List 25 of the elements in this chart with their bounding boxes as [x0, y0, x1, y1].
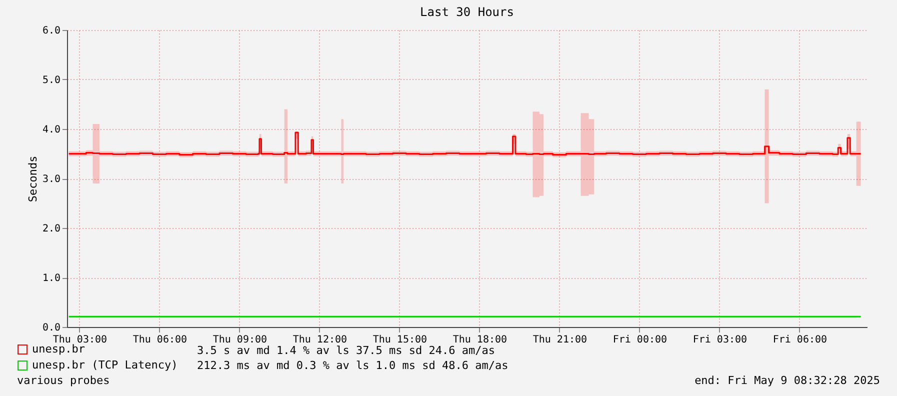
text: various probes	[17, 374, 110, 387]
y-tick-label: 2.0	[42, 224, 60, 234]
x-tick-label: Thu 21:00	[532, 334, 588, 346]
y-tick-label: 5.0	[42, 75, 60, 86]
x-tick-label: Thu 03:00	[52, 334, 108, 346]
x-tick-label: Thu 12:00	[292, 334, 348, 346]
x-tick-label: Thu 15:00	[372, 334, 428, 346]
y-tick-label: 3.0	[42, 174, 60, 185]
text: 212.3 ms av md 0.3 % av ls 1.0 ms sd 48.6 am/as	[197, 359, 508, 372]
y-tick-label: 0.0	[42, 322, 60, 334]
x-tick-label: Fri 00:00	[612, 334, 668, 346]
y-tick-label: 4.0	[42, 124, 60, 136]
y-axis-title: Seconds	[26, 156, 40, 202]
x-tick-label: Thu 18:00	[452, 334, 508, 346]
legend-label: unesp.br (TCP Latency)	[32, 358, 178, 372]
chart-title: Last 30 Hours	[420, 5, 514, 19]
text: 3.5 s av md 1.4 % av ls 37.5 ms sd 24.6 am/as	[197, 344, 496, 357]
x-tick-label: Thu 06:00	[132, 334, 188, 346]
y-tick-label: 6.0	[42, 26, 60, 36]
x-tick-label: Fri 06:00	[772, 334, 828, 346]
legend-label: unesp.br	[32, 342, 86, 356]
x-tick-label: Thu 09:00	[212, 334, 268, 346]
x-tick-label: Fri 03:00	[692, 334, 748, 346]
text: end: Fri May 9 08:32:28 2025	[694, 374, 880, 387]
y-tick-label: 1.0	[42, 273, 60, 284]
